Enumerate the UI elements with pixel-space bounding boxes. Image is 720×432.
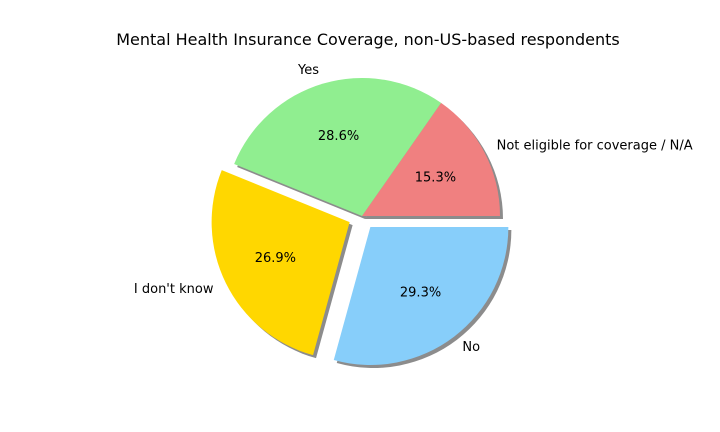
slice-label-no: No — [462, 340, 480, 355]
slice-i-don-t-know — [211, 170, 350, 356]
text-layer: Not eligible for coverage / N/A 15.3% Yes 2… — [134, 63, 693, 355]
slice-no — [333, 226, 509, 365]
slice-label-not-eligible-for-coverage-n-a: Not eligible for coverage / N/A — [497, 138, 693, 153]
slice-label-i-don-t-know: I don't know — [134, 282, 214, 297]
slice-pct-no: 29.3% — [400, 285, 441, 300]
slice-pct-not-eligible-for-coverage-n-a: 15.3% — [415, 170, 456, 185]
slice-pct-yes: 28.6% — [318, 129, 359, 144]
chart-title: Mental Health Insurance Coverage, non-US… — [116, 30, 620, 49]
slice-layer — [211, 78, 509, 365]
slice-not-eligible-for-coverage-n-a — [362, 102, 500, 216]
slice-yes — [234, 78, 442, 216]
slice-label-yes: Yes — [297, 63, 319, 78]
slice-pct-i-don-t-know: 26.9% — [255, 251, 296, 266]
